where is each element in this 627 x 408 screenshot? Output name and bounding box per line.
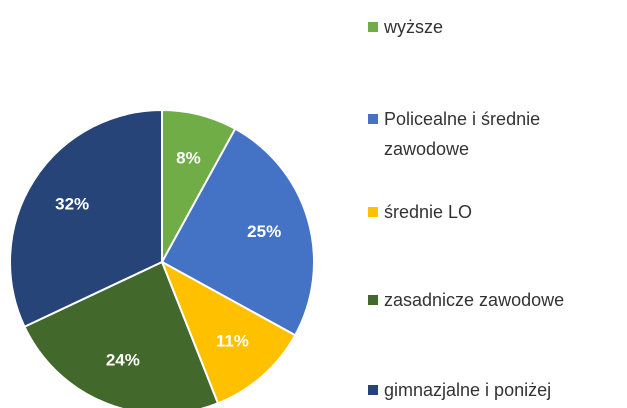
pie-slice (23, 260, 220, 408)
legend-entry: zasadnicze zawodowe (368, 285, 624, 315)
legend-label: Policealne i średnie zawodowe (384, 109, 541, 159)
legend-entry: wyższe (368, 12, 624, 42)
pie-slice (160, 127, 315, 337)
legend-swatch (368, 114, 378, 124)
legend-swatch (368, 22, 378, 32)
legend-label: średnie LO (384, 202, 473, 222)
legend-label: gimnazjalne i poniżej (384, 380, 552, 400)
slice-label: 8% (176, 148, 201, 167)
legend-swatch (368, 295, 378, 305)
pie-slice (160, 259, 297, 405)
legend-entry: Policealne i średnie zawodowe (368, 104, 624, 164)
legend-swatch (368, 207, 378, 217)
slice-label: 25% (247, 222, 281, 241)
slice-label: 32% (55, 194, 89, 213)
legend-swatch (368, 385, 378, 395)
legend-label: wyższe (384, 17, 444, 37)
pie-slice (9, 108, 163, 329)
legend-label: zasadnicze zawodowe (384, 290, 565, 310)
legend-entry: średnie LO (368, 197, 624, 227)
slice-label: 11% (216, 331, 249, 350)
legend-entry: gimnazjalne i poniżej (368, 375, 624, 405)
slice-label: 24% (106, 350, 140, 369)
